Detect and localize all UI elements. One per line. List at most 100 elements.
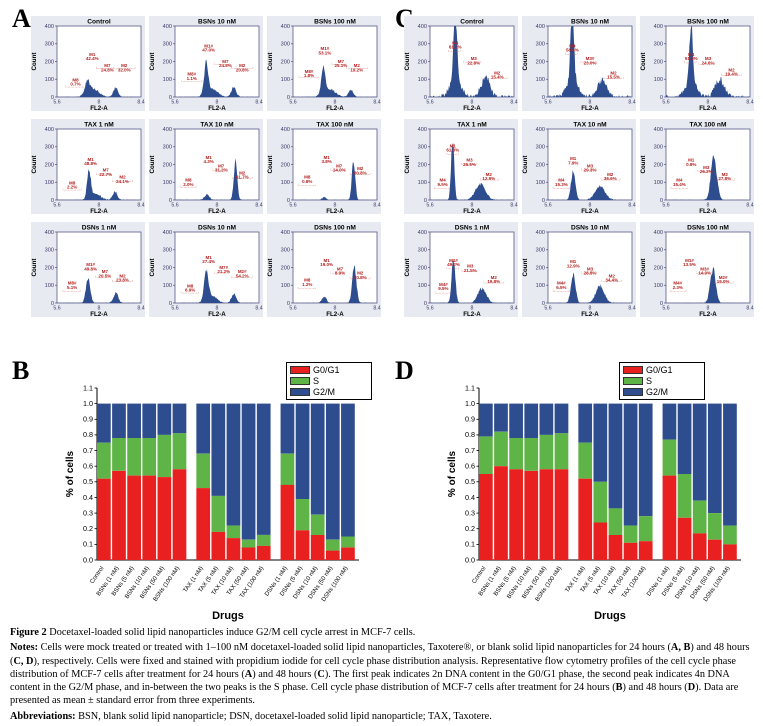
svg-text:12.9%: 12.9% (567, 264, 580, 269)
svg-text:1.1%: 1.1% (187, 76, 197, 81)
svg-text:5.6: 5.6 (544, 203, 551, 209)
svg-text:BSNs 100 nM: BSNs 100 nM (687, 19, 729, 26)
svg-text:FL2-A: FL2-A (581, 105, 599, 111)
svg-text:5.6: 5.6 (426, 306, 433, 312)
svg-text:5.1%: 5.1% (67, 285, 77, 290)
svg-text:Count: Count (404, 53, 411, 71)
svg-text:15.3%: 15.3% (555, 182, 568, 187)
svg-text:0.9: 0.9 (465, 415, 475, 424)
svg-text:5.6: 5.6 (289, 203, 296, 209)
svg-text:0.3: 0.3 (465, 508, 475, 517)
svg-text:FL2-A: FL2-A (463, 311, 481, 317)
svg-text:5.6: 5.6 (662, 100, 669, 106)
svg-text:5.6: 5.6 (426, 203, 433, 209)
svg-text:70.8%: 70.8% (354, 275, 367, 280)
svg-text:TAX 100 nM: TAX 100 nM (317, 122, 354, 129)
svg-text:TAX 1 nM: TAX 1 nM (84, 122, 114, 129)
svg-text:Count: Count (404, 259, 411, 277)
svg-text:300: 300 (654, 145, 663, 151)
svg-text:300: 300 (163, 145, 172, 151)
svg-text:1.2%: 1.2% (302, 282, 312, 287)
svg-text:19.0%: 19.0% (320, 262, 333, 267)
svg-text:100: 100 (654, 77, 663, 83)
svg-text:Count: Count (640, 53, 647, 71)
svg-text:Count: Count (149, 156, 156, 174)
svg-text:0.1: 0.1 (83, 540, 93, 549)
svg-text:400: 400 (45, 230, 54, 236)
svg-text:200: 200 (45, 265, 54, 271)
svg-text:15.4%: 15.4% (491, 75, 504, 80)
svg-text:400: 400 (536, 24, 545, 30)
svg-text:Control: Control (460, 19, 484, 26)
svg-text:TAX 1 nM: TAX 1 nM (457, 122, 487, 129)
svg-text:51.3%: 51.3% (685, 56, 698, 61)
svg-text:200: 200 (536, 59, 545, 65)
svg-text:Count: Count (267, 156, 274, 174)
svg-text:61.3%: 61.3% (446, 148, 459, 153)
svg-text:300: 300 (45, 248, 54, 254)
svg-text:300: 300 (45, 145, 54, 151)
svg-text:5.6: 5.6 (544, 306, 551, 312)
svg-text:8.4: 8.4 (373, 100, 380, 106)
svg-text:13.5%: 13.5% (683, 262, 696, 267)
svg-text:200: 200 (163, 59, 172, 65)
svg-text:Count: Count (522, 53, 529, 71)
svg-text:5.6: 5.6 (662, 306, 669, 312)
svg-text:100: 100 (536, 180, 545, 186)
svg-text:8.4: 8.4 (373, 306, 380, 312)
svg-text:9.5%: 9.5% (438, 286, 448, 291)
svg-text:8.4: 8.4 (255, 100, 262, 106)
svg-text:1.1: 1.1 (465, 383, 475, 392)
svg-text:21.2%: 21.2% (217, 269, 230, 274)
svg-text:200: 200 (281, 265, 290, 271)
svg-text:5.6: 5.6 (289, 100, 296, 106)
svg-text:400: 400 (654, 127, 663, 133)
svg-text:27.4%: 27.4% (202, 259, 215, 264)
svg-text:100: 100 (163, 180, 172, 186)
svg-text:5.6: 5.6 (171, 100, 178, 106)
svg-text:5.6: 5.6 (662, 203, 669, 209)
svg-text:400: 400 (654, 230, 663, 236)
svg-text:200: 200 (654, 265, 663, 271)
svg-text:5.6: 5.6 (171, 306, 178, 312)
svg-text:300: 300 (654, 42, 663, 48)
svg-text:FL2-A: FL2-A (699, 105, 717, 111)
svg-text:FL2-A: FL2-A (208, 208, 226, 214)
svg-text:200: 200 (418, 59, 427, 65)
svg-text:Count: Count (31, 53, 38, 71)
svg-text:12.9%: 12.9% (482, 176, 495, 181)
svg-text:0.6: 0.6 (465, 462, 475, 471)
svg-text:19.8%: 19.8% (487, 279, 500, 284)
svg-text:100: 100 (654, 180, 663, 186)
svg-text:300: 300 (536, 145, 545, 151)
svg-text:BSNs 100 nM: BSNs 100 nM (314, 19, 356, 26)
svg-text:200: 200 (281, 59, 290, 65)
svg-text:100: 100 (418, 283, 427, 289)
svg-text:9.5%: 9.5% (437, 182, 447, 187)
svg-text:15.4%: 15.4% (673, 182, 686, 187)
svg-text:53.1%: 53.1% (319, 50, 332, 55)
svg-text:49.8%: 49.8% (84, 266, 97, 271)
svg-text:100: 100 (45, 180, 54, 186)
svg-text:61.7%: 61.7% (236, 175, 249, 180)
svg-text:8.4: 8.4 (746, 203, 753, 209)
svg-text:8.4: 8.4 (510, 100, 517, 106)
svg-text:Count: Count (404, 156, 411, 174)
svg-text:36.6%: 36.6% (604, 176, 617, 181)
svg-text:Count: Count (31, 156, 38, 174)
svg-text:Count: Count (31, 259, 38, 277)
svg-text:100: 100 (654, 283, 663, 289)
svg-text:0.1: 0.1 (465, 540, 475, 549)
svg-text:8.4: 8.4 (255, 306, 262, 312)
svg-text:300: 300 (281, 42, 290, 48)
svg-text:0.3: 0.3 (83, 508, 93, 517)
svg-text:31.2%: 31.2% (215, 168, 228, 173)
svg-text:400: 400 (654, 24, 663, 30)
svg-text:Drugs: Drugs (212, 610, 244, 622)
svg-text:100: 100 (163, 283, 172, 289)
svg-text:8.4: 8.4 (255, 203, 262, 209)
svg-text:300: 300 (281, 145, 290, 151)
svg-text:6.5%: 6.5% (556, 285, 566, 290)
svg-text:20.8%: 20.8% (236, 67, 249, 72)
svg-text:8.4: 8.4 (746, 100, 753, 106)
